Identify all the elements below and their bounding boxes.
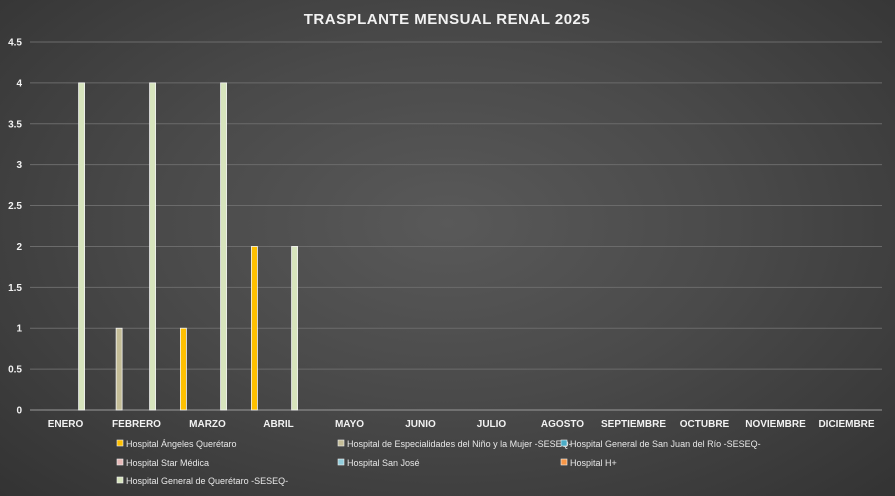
x-category-label: JUNIO <box>405 419 436 430</box>
legend: Hospital Ángeles Querétaro Hospital de Es… <box>116 439 761 486</box>
x-category-label: NOVIEMBRE <box>745 419 806 430</box>
bar <box>291 246 298 411</box>
legend-swatch <box>116 458 124 466</box>
legend-label: Hospital H+ <box>570 458 617 468</box>
y-tick-label: 2.5 <box>8 201 22 212</box>
bar <box>149 82 156 411</box>
bar <box>251 246 258 411</box>
x-category-label: AGOSTO <box>541 419 584 430</box>
legend-swatch <box>116 476 124 484</box>
y-tick-label: 0.5 <box>8 365 22 376</box>
bar <box>180 327 187 411</box>
legend-swatch <box>116 439 124 447</box>
legend-label: Hospital Star Médica <box>126 458 209 468</box>
bar <box>220 82 227 411</box>
y-tick-label: 3 <box>16 160 22 171</box>
legend-label: Hospital San José <box>347 458 420 468</box>
x-category-label: DICIEMBRE <box>818 419 874 430</box>
x-axis-categories: ENERO FEBRERO MARZO ABRIL MAYO JUNIO JULIO AGOS… <box>48 419 875 430</box>
legend-label: Hospital General de Querétaro -SESEQ- <box>126 476 288 486</box>
x-category-label: FEBRERO <box>112 419 161 430</box>
bar <box>115 327 123 411</box>
gridlines <box>30 41 882 411</box>
x-category-label: ENERO <box>48 419 84 430</box>
legend-swatch <box>337 458 345 466</box>
legend-label: Hospital General de San Juan del Río -SE… <box>570 439 761 449</box>
y-tick-label: 1 <box>16 324 22 335</box>
y-tick-label: 3.5 <box>8 119 22 130</box>
y-tick-label: 4.5 <box>8 38 22 49</box>
x-category-label: JULIO <box>477 419 507 430</box>
x-category-label: ABRIL <box>263 419 294 430</box>
y-tick-label: 4 <box>16 78 22 89</box>
bar <box>78 82 85 411</box>
x-category-label: SEPTIEMBRE <box>601 419 666 430</box>
legend-swatch <box>560 458 568 466</box>
x-category-label: OCTUBRE <box>680 419 730 430</box>
y-axis-ticks: 0 0.5 1 1.5 2 2.5 3 3.5 4 4.5 <box>8 38 22 417</box>
legend-swatch <box>560 439 568 447</box>
chart-title: TRASPLANTE MENSUAL RENAL 2025 <box>304 11 591 28</box>
bars <box>78 82 298 411</box>
legend-swatch <box>337 439 345 447</box>
y-tick-label: 0 <box>16 406 22 417</box>
y-tick-label: 2 <box>16 242 22 253</box>
legend-label: Hospital Ángeles Querétaro <box>126 439 237 449</box>
y-tick-label: 1.5 <box>8 283 22 294</box>
x-category-label: MARZO <box>189 419 226 430</box>
legend-label: Hospital de Especialidades del Niño y la… <box>347 439 572 449</box>
x-category-label: MAYO <box>335 419 364 430</box>
